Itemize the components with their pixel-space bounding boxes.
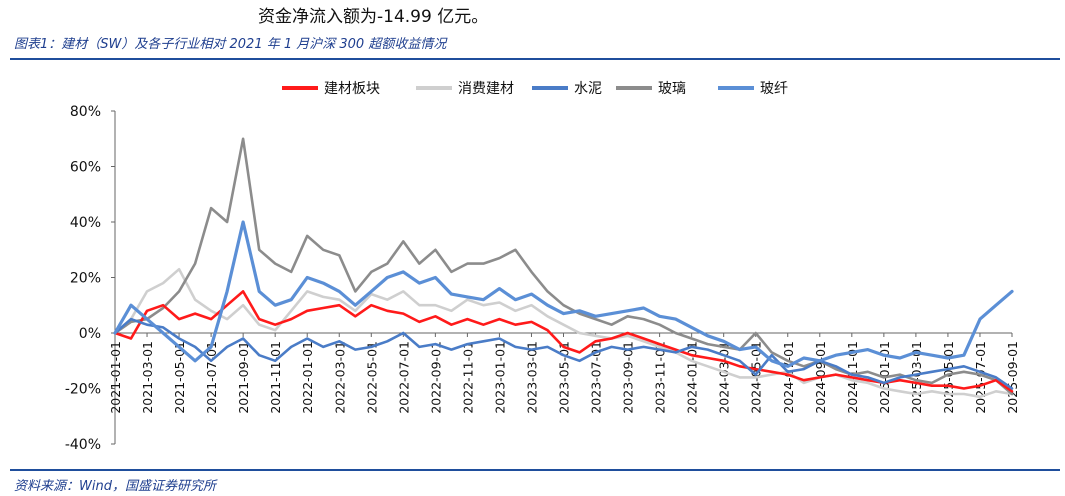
x-tick-label-13: 2023-03-01 xyxy=(524,341,539,414)
source-note: 资料来源：Wind，国盛证券研究所 xyxy=(14,479,216,494)
legend-label-3: 玻璃 xyxy=(658,80,686,97)
series-line-0 xyxy=(113,290,1014,393)
series-line-2 xyxy=(113,317,1014,390)
legend-label-2: 水泥 xyxy=(574,81,602,97)
y-tick-label-4: 0% xyxy=(79,326,101,342)
x-tick-label-4: 2021-09-01 xyxy=(236,341,251,414)
excess-return-line-chart: 建材板块 消费建材 水泥 玻璃 玻纤 80% 60% 40% 20% 0% -20% -40% 20… xyxy=(65,80,1020,453)
x-tick-label-10: 2022-09-01 xyxy=(428,341,443,414)
legend-label-1: 消费建材 xyxy=(458,81,514,97)
x-tick-label-8: 2022-05-01 xyxy=(364,341,379,414)
legend-label-0: 建材板块 xyxy=(324,81,380,97)
title-divider xyxy=(10,58,1060,60)
x-tick-label-5: 2021-11-01 xyxy=(268,341,283,414)
x-tick-label-12: 2023-01-01 xyxy=(492,341,507,414)
x-tick-label-28: 2025-09-01 xyxy=(1005,341,1020,414)
figure-title: 图表1：建材（SW）及各子行业相对 2021 年 1 月沪深 300 超额收益情… xyxy=(14,37,447,52)
y-tick-label-2: 40% xyxy=(70,215,101,231)
plot-area xyxy=(113,137,1014,399)
y-tick-label-3: 20% xyxy=(70,271,101,287)
x-tick-label-2: 2021-05-01 xyxy=(172,341,187,414)
x-tick-label-9: 2022-07-01 xyxy=(396,341,411,414)
x-tick-label-25: 2025-03-01 xyxy=(909,341,924,414)
x-tick-label-0: 2021-01-01 xyxy=(108,341,123,414)
series-line-4 xyxy=(113,220,1014,368)
y-tick-label-5: -20% xyxy=(65,382,101,398)
x-tick-label-11: 2022-11-01 xyxy=(460,341,475,414)
x-tick-label-7: 2022-03-01 xyxy=(332,341,347,414)
x-axis: 2021-01-01 2021-03-01 2021-05-01 2021-07-01… xyxy=(108,332,1020,414)
x-tick-label-26: 2025-05-01 xyxy=(941,341,956,414)
x-tick-label-15: 2023-07-01 xyxy=(589,341,604,414)
x-tick-label-17: 2023-11-01 xyxy=(653,341,668,414)
intro-text: 资金净流入额为-14.99 亿元。 xyxy=(258,7,489,27)
series-line-3 xyxy=(113,137,1014,396)
x-tick-label-1: 2021-03-01 xyxy=(140,341,155,414)
x-tick-label-18: 2024-01-01 xyxy=(685,341,700,414)
legend-label-4: 玻纤 xyxy=(760,81,788,97)
x-tick-label-6: 2022-01-01 xyxy=(300,341,315,414)
y-tick-label-6: -40% xyxy=(65,437,101,453)
series-line-1 xyxy=(113,267,1014,399)
x-tick-label-19: 2024-03-01 xyxy=(717,341,732,414)
x-tick-label-14: 2023-05-01 xyxy=(557,341,572,414)
x-tick-label-16: 2023-09-01 xyxy=(621,341,636,414)
y-axis: 80% 60% 40% 20% 0% -20% -40% xyxy=(65,104,116,453)
y-tick-label-0: 80% xyxy=(70,104,101,120)
source-divider xyxy=(10,469,1060,471)
chart-legend: 建材板块 消费建材 水泥 玻璃 玻纤 xyxy=(282,80,788,97)
y-tick-label-1: 60% xyxy=(70,160,101,176)
